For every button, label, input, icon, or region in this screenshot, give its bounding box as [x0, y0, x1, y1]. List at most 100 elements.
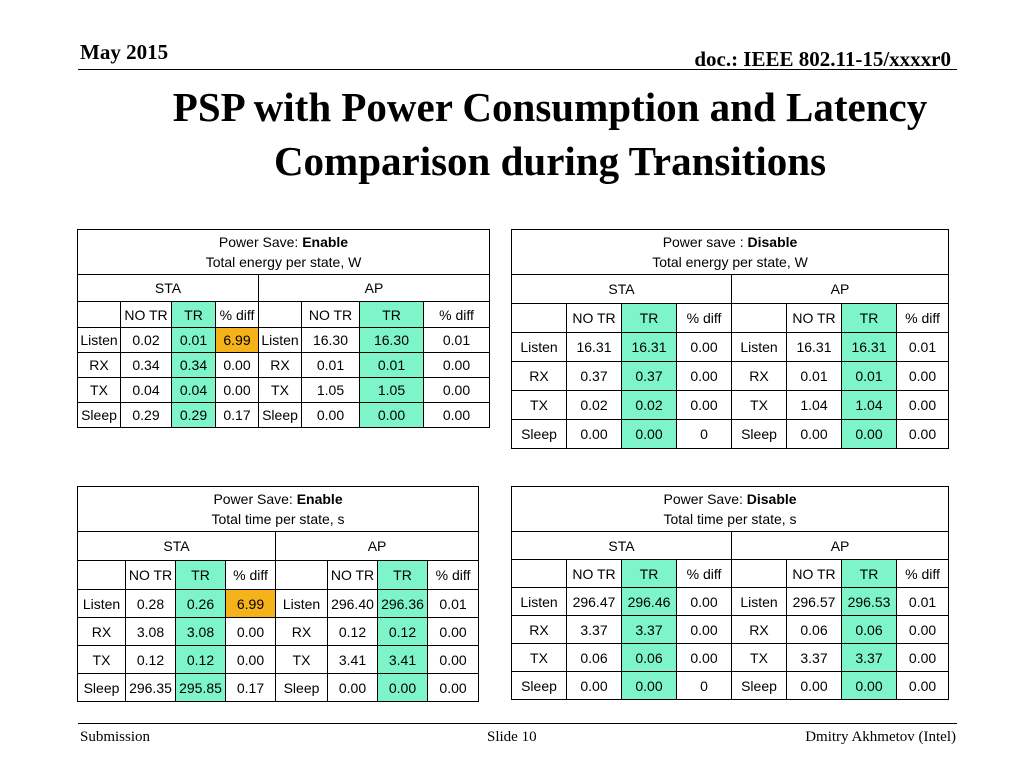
cell-value-tr: 3.37	[841, 643, 897, 672]
cell-value: 1.05	[301, 377, 360, 403]
table-row: Sleep 0.00 0.00 0 Sleep 0.00 0.00 0.00	[511, 671, 950, 700]
header-doc-id: doc.: IEEE 802.11-15/xxxxr0	[694, 47, 951, 71]
footer-slide-number: Slide 10	[487, 729, 537, 745]
cell-value-tr: 16.30	[359, 327, 424, 353]
col-header-pct-diff: % diff	[426, 560, 480, 590]
col-header-pct-diff: % diff	[225, 560, 276, 590]
state-label: Sleep	[731, 671, 787, 700]
sta-group-header: STA	[511, 531, 732, 560]
caption-subtitle: Total energy per state, W	[652, 254, 808, 270]
cell-value: 0.00	[676, 615, 732, 644]
state-label: RX	[731, 361, 787, 391]
cell-value: 0.00	[676, 587, 732, 616]
cell-value: 0.00	[786, 671, 842, 700]
table-row: TX 0.06 0.06 0.00 TX 3.37 3.37 0.00	[511, 643, 950, 672]
cell-value-tr: 0.06	[841, 615, 897, 644]
col-header-pct-diff: % diff	[895, 303, 950, 333]
footer-submission: Submission	[80, 729, 151, 745]
cell-value: 0.06	[786, 615, 842, 644]
cell-value: 1.04	[786, 390, 842, 420]
col-header-tr: TR	[841, 303, 897, 333]
caption-subtitle: Total time per state, s	[663, 511, 797, 527]
cell-value-tr: 0.34	[171, 352, 216, 378]
caption-prefix: Power Save:	[663, 491, 747, 507]
table-row: Listen 296.47 296.46 0.00 Listen 296.57 …	[511, 587, 950, 616]
cell-value-tr: 296.53	[841, 587, 897, 616]
cell-value-tr: 3.08	[175, 617, 226, 646]
cell-value-tr: 0.01	[171, 327, 216, 353]
cell-value-tr: 0.00	[377, 673, 428, 702]
col-header-pct-diff: % diff	[676, 559, 732, 588]
col-header-no-tr: NO TR	[301, 301, 360, 328]
col-header-no-tr: NO TR	[327, 560, 378, 590]
cell-value: 0	[676, 419, 732, 449]
cell-value: 0.00	[327, 673, 378, 702]
cell-value-tr: 0.01	[359, 352, 424, 378]
cell-value-tr: 0.26	[175, 589, 226, 618]
cell-value-tr: 3.37	[621, 615, 677, 644]
empty-header	[258, 301, 302, 328]
col-header-tr: TR	[175, 560, 226, 590]
cell-value: 0.01	[422, 327, 491, 353]
cell-value: 296.40	[327, 589, 378, 618]
cell-value: 0.00	[215, 352, 259, 378]
cell-value: 0.01	[895, 332, 950, 362]
state-label: Listen	[731, 587, 787, 616]
state-label: Listen	[275, 589, 328, 618]
state-label: RX	[731, 615, 787, 644]
cell-value-tr: 0.06	[621, 643, 677, 672]
cell-value: 0.00	[426, 673, 480, 702]
cell-value: 16.31	[786, 332, 842, 362]
caption-prefix: Power Save:	[218, 234, 303, 250]
state-label: Listen	[258, 327, 302, 353]
cell-value: 0.17	[215, 402, 259, 428]
cell-value: 0.00	[422, 402, 491, 428]
cell-value-tr: 0.00	[621, 671, 677, 700]
state-label: Sleep	[511, 671, 567, 700]
state-label: RX	[258, 352, 302, 378]
state-label: TX	[731, 643, 787, 672]
cell-value: 0.12	[125, 645, 176, 674]
cell-value-highlight: 6.99	[225, 589, 276, 618]
table-row: Sleep 296.35 295.85 0.17 Sleep 0.00 0.00…	[77, 673, 480, 702]
state-label: Sleep	[77, 402, 121, 428]
cell-value-tr: 16.31	[621, 332, 677, 362]
state-label: Sleep	[731, 419, 787, 449]
empty-header	[77, 301, 121, 328]
cell-value-tr: 296.46	[621, 587, 677, 616]
cell-value: 0.00	[225, 645, 276, 674]
cell-value: 0.00	[676, 643, 732, 672]
slide-title: PSP with Power Consumption and Latency C…	[88, 80, 1012, 188]
cell-value-highlight: 6.99	[215, 327, 259, 353]
state-label: Listen	[77, 589, 126, 618]
cell-value: 0.00	[895, 671, 950, 700]
cell-value-tr: 16.31	[841, 332, 897, 362]
cell-value: 0.00	[301, 402, 360, 428]
state-label: RX	[511, 361, 567, 391]
energy-enable-table: Power Save: Enable Total energy per stat…	[76, 229, 491, 428]
col-header-no-tr: NO TR	[125, 560, 176, 590]
table-row: RX 0.34 0.34 0.00 RX 0.01 0.01 0.00	[77, 352, 491, 378]
cell-value: 0.29	[120, 402, 172, 428]
cell-value: 296.47	[566, 587, 622, 616]
cell-value: 3.41	[327, 645, 378, 674]
cell-value-tr: 0.37	[621, 361, 677, 391]
cell-value: 0.02	[120, 327, 172, 353]
cell-value: 0.12	[327, 617, 378, 646]
footer-divider	[78, 723, 957, 724]
cell-value: 0.00	[676, 332, 732, 362]
cell-value: 16.31	[566, 332, 622, 362]
state-label: Sleep	[258, 402, 302, 428]
caption-mode: Disable	[747, 234, 798, 250]
sta-group-header: STA	[511, 274, 732, 304]
cell-value-tr: 0.00	[359, 402, 424, 428]
cell-value: 0.00	[215, 377, 259, 403]
cell-value: 0.02	[566, 390, 622, 420]
cell-value-tr: 0.00	[621, 419, 677, 449]
state-label: TX	[511, 643, 567, 672]
empty-header	[275, 560, 328, 590]
cell-value: 0.00	[895, 643, 950, 672]
state-label: RX	[511, 615, 567, 644]
table-row: TX 0.02 0.02 0.00 TX 1.04 1.04 0.00	[511, 390, 950, 420]
state-label: RX	[77, 352, 121, 378]
